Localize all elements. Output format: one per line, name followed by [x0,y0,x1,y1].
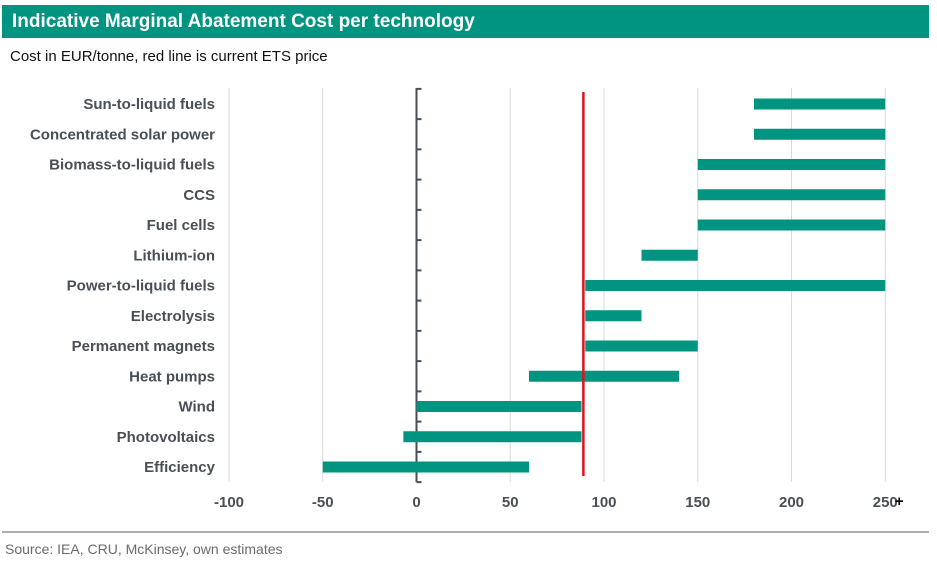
x-tick-suffix: + [895,493,904,510]
category-label: Electrolysis [131,308,215,325]
x-tick-label: -100 [214,494,244,511]
chart-subtitle: Cost in EUR/tonne, red line is current E… [10,48,328,65]
category-label: Heat pumps [129,368,215,385]
x-tick-label: 200 [779,494,804,511]
bar [585,340,698,352]
chart-plot: Sun-to-liquid fuels Concentrated solar po… [30,87,904,511]
category-label: Permanent magnets [72,338,215,355]
bar [416,401,582,412]
bar [754,98,886,110]
category-label: Power-to-liquid fuels [67,278,215,295]
category-label: Efficiency [144,459,216,476]
source-note: Source: IEA, CRU, McKinsey, own estimate… [5,541,283,557]
category-label: CCS [183,187,215,204]
category-label: Lithium-ion [133,247,215,264]
x-tick-label: 150 [685,494,710,511]
chart-title: Indicative Marginal Abatement Cost per t… [12,11,475,32]
bar [697,159,886,170]
bar [322,461,529,473]
bar [697,189,886,201]
category-label: Wind [178,399,215,416]
category-label: Sun-to-liquid fuels [83,96,215,113]
bar [529,370,679,382]
bar [697,219,886,231]
x-tick-label: 250 [873,494,898,511]
divider [2,531,929,533]
x-tick-label: -50 [312,494,334,511]
category-label: Fuel cells [147,217,215,234]
category-label: Concentrated solar power [30,126,215,143]
category-label: Photovoltaics [117,429,215,446]
x-tick-label: 0 [412,494,420,511]
bar [754,128,886,140]
category-label: Biomass-to-liquid fuels [49,157,215,174]
x-tick-label: 100 [591,494,616,511]
title-bar: Indicative Marginal Abatement Cost per t… [2,5,929,38]
bar [585,280,886,291]
bar [403,431,582,443]
bar [585,310,642,322]
x-tick-label: 50 [502,494,519,511]
bar [641,249,698,261]
